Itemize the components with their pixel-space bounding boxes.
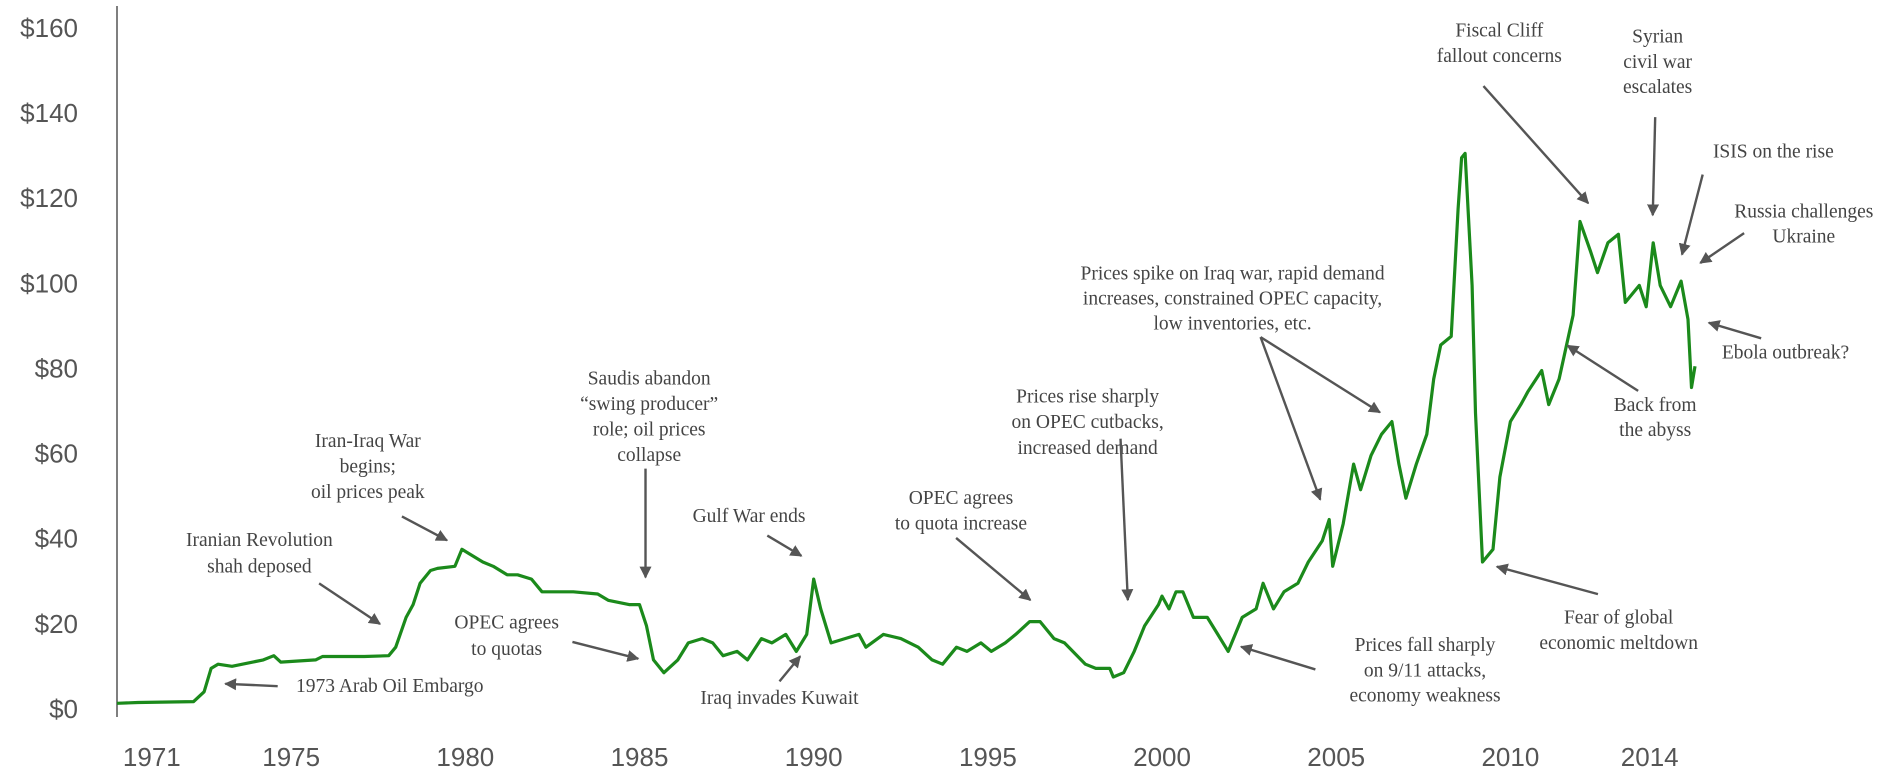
annotation-arrow [778, 655, 802, 683]
annotation: economy weakness [1349, 685, 1500, 706]
annotation: Ukraine [1772, 226, 1835, 247]
annotation-arrow [401, 515, 449, 542]
x-tick-label: 1975 [262, 742, 320, 772]
x-tick-label: 2014 [1621, 742, 1679, 772]
annotation: Back from [1614, 395, 1697, 416]
annotation: Fiscal Cliff [1455, 21, 1543, 42]
annotation: OPEC agrees [454, 612, 559, 633]
annotation-arrow [766, 534, 803, 557]
y-tick-label: $140 [20, 98, 78, 128]
annotation-arrow [1699, 232, 1745, 264]
y-tick-label: $160 [20, 13, 78, 43]
annotation: low inventories, etc. [1154, 314, 1312, 335]
annotation-arrow [1678, 174, 1704, 256]
y-tick-label: $0 [49, 694, 78, 724]
annotation: Iranian Revolution [186, 530, 333, 551]
annotation: escalates [1623, 77, 1692, 98]
x-tick-label: 1971 [123, 742, 181, 772]
annotation-arrow [318, 582, 381, 626]
annotation-arrow [572, 640, 640, 662]
price-line [116, 151, 1697, 705]
x-tick-label: 1985 [611, 742, 669, 772]
x-tick-label: 1995 [959, 742, 1017, 772]
x-tick-label: 2005 [1307, 742, 1365, 772]
annotation: Fear of global [1564, 608, 1674, 629]
x-tick-label: 1980 [436, 742, 494, 772]
annotation: economic meltdown [1539, 633, 1698, 654]
annotation-arrow [1482, 85, 1590, 205]
annotation: Russia challenges [1734, 201, 1873, 222]
y-tick-label: $100 [20, 268, 78, 298]
annotation-arrow [1239, 644, 1316, 671]
annotation: collapse [617, 445, 681, 466]
annotation: civil war [1623, 52, 1692, 73]
annotation-arrow [1495, 563, 1599, 596]
annotation: Ebola outbreak? [1722, 342, 1849, 363]
annotation: on 9/11 attacks, [1364, 660, 1486, 681]
annotation: to quota increase [895, 513, 1027, 534]
annotation: Syrian [1632, 27, 1683, 48]
annotation: “swing producer” [580, 394, 718, 415]
y-tick-label: $60 [35, 439, 78, 469]
annotation: ISIS on the rise [1713, 141, 1834, 162]
annotation: the abyss [1619, 420, 1691, 441]
annotation: Saudis abandon [588, 369, 711, 390]
annotation: role; oil prices [593, 420, 706, 441]
x-tick-label: 1990 [785, 742, 843, 772]
annotation: increased demand [1018, 438, 1158, 459]
x-tick-label: 2010 [1481, 742, 1539, 772]
y-tick-label: $20 [35, 609, 78, 639]
y-tick-label: $40 [35, 524, 78, 554]
annotation: begins; [340, 456, 396, 477]
annotation: on OPEC cutbacks, [1012, 412, 1164, 433]
annotation-arrow [1259, 336, 1381, 414]
y-tick-label: $80 [35, 353, 78, 383]
annotation-arrow [1707, 320, 1762, 340]
annotation-arrow [1647, 117, 1660, 217]
annotation: OPEC agrees [909, 488, 1014, 509]
annotation: fallout concerns [1437, 46, 1562, 67]
annotation-arrow [1259, 336, 1323, 501]
x-tick-label: 2000 [1133, 742, 1191, 772]
annotation: Prices rise sharply [1016, 387, 1159, 408]
annotation: Prices fall sharply [1355, 635, 1496, 656]
annotation-arrow [224, 678, 278, 691]
annotation: Iran-Iraq War [315, 431, 421, 452]
annotation: Iraq invades Kuwait [700, 688, 859, 709]
annotation: increases, constrained OPEC capacity, [1083, 289, 1382, 310]
annotation-arrow [955, 537, 1032, 602]
annotation: Gulf War ends [693, 506, 806, 527]
annotation: to quotas [471, 639, 542, 660]
annotation-arrow [1566, 344, 1639, 392]
y-tick-label: $120 [20, 183, 78, 213]
annotation: Prices spike on Iraq war, rapid demand [1081, 263, 1385, 284]
annotation: shah deposed [207, 556, 312, 577]
annotation: 1973 Arab Oil Embargo [296, 676, 484, 697]
annotation: oil prices peak [311, 482, 425, 503]
annotation-arrow [1119, 438, 1134, 602]
